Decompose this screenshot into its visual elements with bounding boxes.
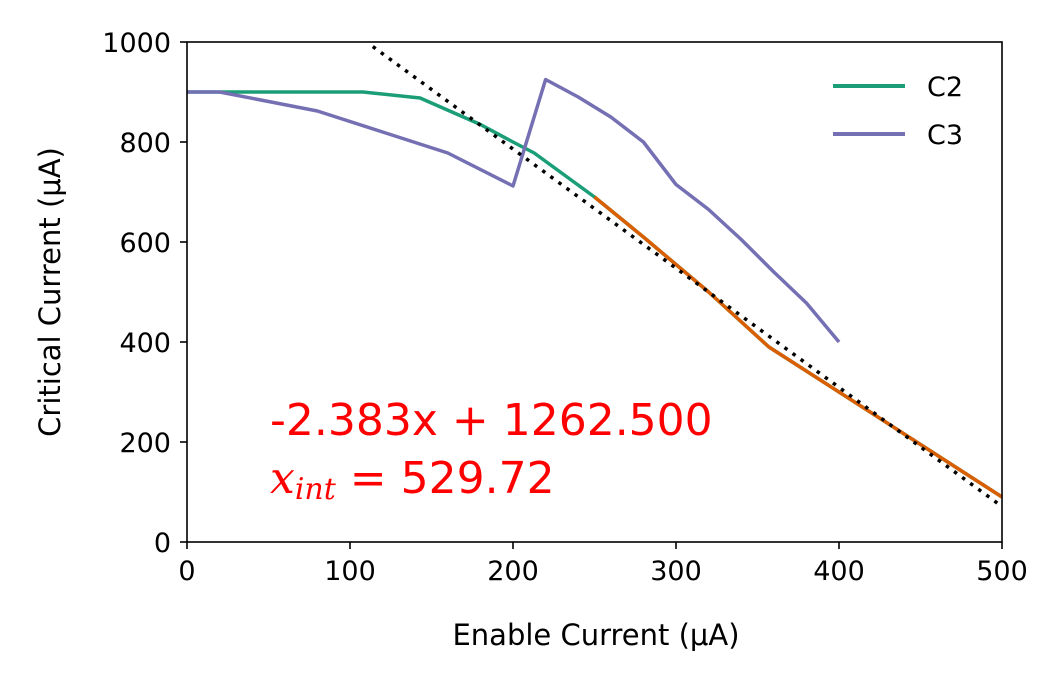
x-intercept-value: = 529.72: [336, 453, 555, 504]
y-tick-label: 1000: [102, 28, 171, 59]
fit-equation: -2.383x + 1262.500: [270, 395, 713, 446]
y-tick-label: 400: [119, 328, 171, 359]
x-axis-label: Enable Current (μA): [452, 618, 739, 652]
x-tick-label: 500: [976, 556, 1028, 587]
x-intercept-subscript: int: [295, 472, 337, 507]
x-intercept-variable: x: [270, 453, 295, 504]
y-axis-label: Critical Current (μA): [33, 147, 67, 437]
ticks-layer: 0 100 200 300 400 500 0 200 400 600 800 1000: [102, 28, 1027, 587]
plot-frame: [186, 41, 1003, 543]
x-intercept-annotation: xint = 529.72: [270, 453, 555, 507]
fit-segment-line: [593, 195, 1003, 499]
fit-layer: [371, 45, 1004, 508]
y-tick-label: 800: [119, 128, 171, 159]
legend: C2 C3: [833, 72, 963, 151]
x-tick-label: 300: [650, 556, 702, 587]
legend-label-c2: C2: [927, 72, 963, 103]
y-tick-label: 600: [119, 228, 171, 259]
legend-label-c3: C3: [927, 120, 963, 151]
y-tick-label: 0: [154, 528, 171, 559]
x-tick-label: 200: [487, 556, 539, 587]
x-tick-label: 100: [324, 556, 376, 587]
x-tick-label: 0: [178, 556, 195, 587]
series-line-c3: [187, 77, 841, 344]
x-tick-label: 400: [813, 556, 865, 587]
y-tick-label: 200: [119, 428, 171, 459]
